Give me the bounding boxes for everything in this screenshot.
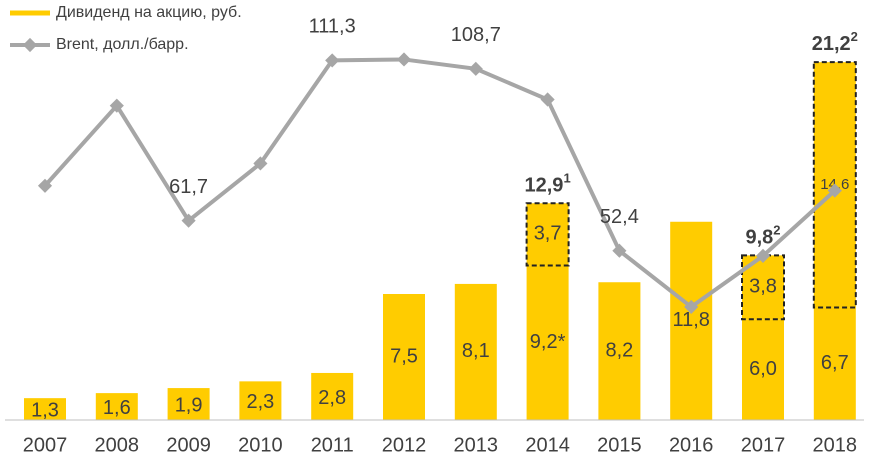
legend-label: Brent, долл./барр. <box>56 36 189 53</box>
line-marker <box>396 52 412 67</box>
x-tick-label: 2015 <box>597 434 642 456</box>
legend-label: Дивиденд на акцию, руб. <box>56 4 242 21</box>
total-note: 2 <box>851 30 858 45</box>
bar <box>813 307 856 420</box>
line-marker <box>684 299 699 314</box>
line-label: 108,7 <box>451 24 501 46</box>
legend-marker <box>22 37 38 53</box>
bar-label: 9,2* <box>530 331 566 353</box>
total-value: 12,9 <box>525 175 564 197</box>
legend: Дивиденд на акцию, руб. Brent, долл./бар… <box>10 4 242 53</box>
line <box>43 57 837 310</box>
bar-label: 2,8 <box>318 387 346 409</box>
x-tick-label: 2007 <box>23 434 68 456</box>
bar <box>670 221 713 420</box>
bar <box>167 388 210 420</box>
x-tick-label: 2009 <box>166 434 211 456</box>
bar-label: 1,6 <box>103 397 131 419</box>
bar-label: 2,3 <box>246 391 274 413</box>
bar <box>742 319 784 420</box>
bar <box>95 393 138 420</box>
total-value: 9,8 <box>745 227 773 249</box>
line-marker <box>612 243 627 258</box>
x-tick-label: 2016 <box>669 434 714 456</box>
bar <box>239 381 282 420</box>
total-value: 21,2 <box>812 33 851 55</box>
x-tick-label: 2011 <box>311 434 354 456</box>
bar-label: 6,7 <box>821 352 849 374</box>
line-label: 52,4 <box>600 206 639 228</box>
bar-label: 7,5 <box>390 345 418 367</box>
x-tick-label: 2014 <box>525 434 570 456</box>
bar-label: 1,9 <box>175 394 203 416</box>
bar-label: 6,0 <box>749 358 777 380</box>
line-marker <box>325 53 340 68</box>
bar <box>454 283 497 420</box>
stack-label: 3,8 <box>749 276 777 298</box>
x-tick-label: 2013 <box>454 434 499 456</box>
x-tick-label: 2010 <box>238 434 283 456</box>
total-label: 21,22 <box>812 30 858 56</box>
bar <box>24 398 66 420</box>
line-marker <box>540 92 555 107</box>
line-marker <box>755 248 771 263</box>
bar-label: 11,8 <box>672 309 709 331</box>
bar-label: 8,2 <box>605 339 633 361</box>
total-label: 9,82 <box>745 223 780 249</box>
line-marker <box>181 213 196 228</box>
x-tick-label: 2012 <box>382 434 427 456</box>
stack-label: 3,7 <box>534 223 562 245</box>
total-note: 2 <box>773 223 780 238</box>
bar <box>311 372 354 420</box>
bar <box>598 282 641 420</box>
x-tick-label: 2018 <box>813 434 858 456</box>
stack-bar <box>525 202 570 267</box>
x-tick-label: 2017 <box>741 434 786 456</box>
x-tick-label: 2008 <box>95 434 140 456</box>
line-marker <box>253 156 268 171</box>
line-label: 111,3 <box>309 16 356 38</box>
total-note: 1 <box>563 171 570 186</box>
bar <box>526 265 569 420</box>
bar-label: 1,3 <box>31 399 59 421</box>
bar-label: 8,1 <box>462 340 490 362</box>
bar <box>383 294 425 420</box>
line-marker <box>827 183 842 198</box>
line-marker <box>468 61 483 76</box>
total-label: 12,91 <box>525 171 571 197</box>
line-label: 61,7 <box>169 176 208 198</box>
